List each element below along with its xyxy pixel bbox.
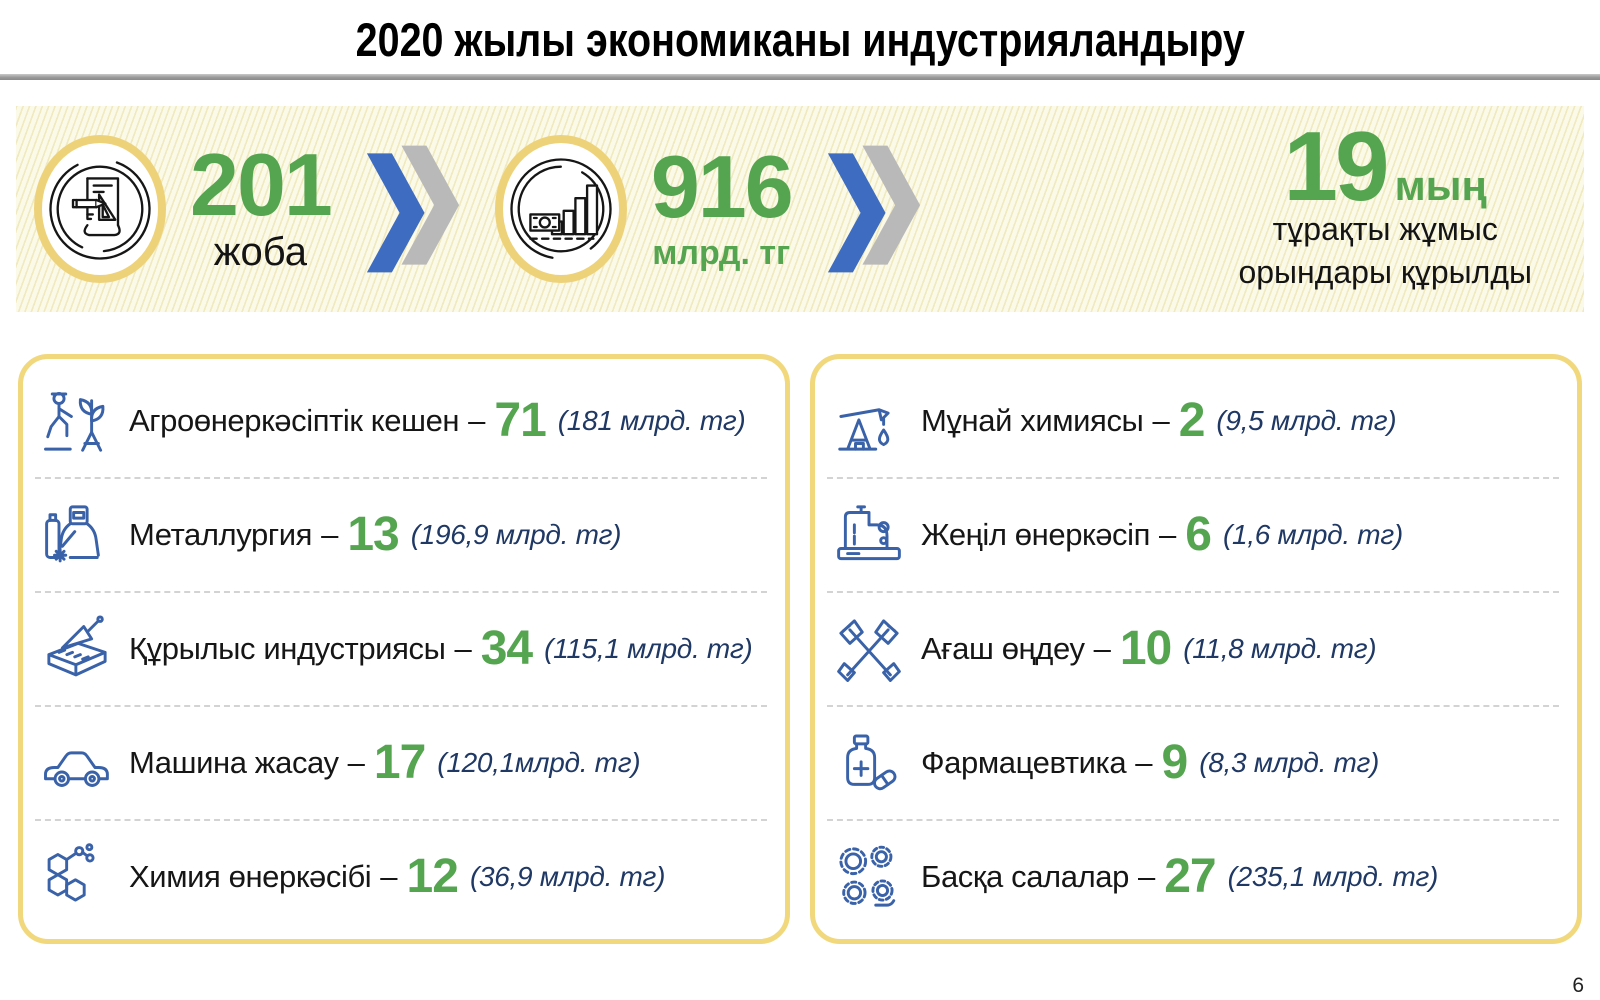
investment-stage: 916 млрд. тг	[650, 136, 794, 274]
left-panel: Агроөнеркәсіптік кешен – 71 (181 млрд. т…	[18, 354, 790, 944]
investment-unit: млрд. тг	[652, 234, 791, 273]
sector-panels: Агроөнеркәсіптік кешен – 71 (181 млрд. т…	[18, 354, 1582, 944]
sector-row-oil-chemistry: Мұнай химиясы – 2 (9,5 млрд. тг)	[827, 365, 1559, 479]
chevron-right-icon	[827, 145, 920, 273]
page-title-text: 2020 жылы экономиканы индустрияландыру	[355, 13, 1245, 66]
dash: –	[454, 631, 472, 666]
sector-amount: (181 млрд. тг)	[557, 405, 746, 436]
chemistry-icon	[41, 841, 113, 913]
investment-amount: 916	[650, 136, 794, 236]
gears-icon	[833, 841, 905, 913]
sector-label: Ағаш өңдеу	[921, 631, 1085, 666]
dash: –	[1093, 631, 1111, 666]
sector-label: Металлургия	[129, 517, 313, 552]
sector-row-wood-processing: Ағаш өңдеу – 10 (11,8 млрд. тг)	[827, 593, 1559, 707]
right-panel: Мұнай химиясы – 2 (9,5 млрд. тг) Же	[810, 354, 1582, 944]
sector-count: 71	[494, 394, 546, 447]
sector-label: Жеңіл өнеркәсіп	[921, 517, 1151, 552]
sector-count: 27	[1164, 850, 1216, 903]
jobs-label-line2: орындары құрылды	[1238, 253, 1532, 290]
blueprint-icon	[49, 158, 151, 260]
sector-label: Мұнай химиясы	[921, 403, 1144, 438]
summary-banner: 201 жоба 916 млрд. тг	[16, 106, 1584, 312]
investment-badge	[494, 135, 627, 283]
machinery-icon	[41, 727, 113, 799]
projects-stage: 201 жоба	[190, 134, 333, 276]
sector-label: Құрылыс индустриясы	[129, 631, 446, 666]
sector-label: Фармацевтика	[921, 745, 1127, 780]
sewing-machine-icon	[833, 499, 905, 571]
sector-amount: (235,1 млрд. тг)	[1227, 861, 1439, 892]
sector-count: 2	[1178, 394, 1206, 447]
projects-label: жоба	[213, 230, 308, 275]
sector-row-light-industry: Жеңіл өнеркәсіп – 6 (1,6 млрд. тг)	[827, 479, 1559, 593]
oil-pump-icon	[833, 385, 905, 457]
sector-count: 10	[1119, 622, 1172, 675]
sector-row-metallurgy: Металлургия – 13 (196,9 млрд. тг)	[35, 479, 767, 593]
page-title: 2020 жылы экономиканы индустрияландыру	[0, 0, 1600, 67]
projects-badge	[34, 135, 166, 283]
sector-count: 6	[1185, 508, 1212, 561]
dash: –	[1152, 403, 1170, 438]
sector-row-agriculture: Агроөнеркәсіптік кешен – 71 (181 млрд. т…	[35, 365, 767, 479]
page-number: 6	[1572, 974, 1584, 997]
sector-amount: (9,5 млрд. тг)	[1216, 405, 1397, 436]
jobs-label-line1: тұрақты жұмыс	[1272, 211, 1498, 248]
sector-amount: (11,8 млрд. тг)	[1183, 633, 1377, 664]
sector-label: Агроөнеркәсіптік кешен	[129, 403, 460, 438]
sector-row-other: Басқа салалар – 27 (235,1 млрд. тг)	[827, 821, 1559, 933]
dash: –	[321, 517, 339, 552]
sector-amount: (196,9 млрд. тг)	[410, 519, 622, 550]
sector-count: 12	[406, 850, 459, 903]
chevron-right-icon	[366, 145, 459, 273]
sector-count: 34	[480, 622, 533, 675]
sector-count: 13	[347, 508, 399, 561]
construction-icon	[41, 613, 113, 685]
dash: –	[1159, 517, 1177, 552]
sector-amount: (36,9 млрд. тг)	[469, 861, 666, 892]
sector-row-pharmaceutics: Фармацевтика – 9 (8,3 млрд. тг)	[827, 707, 1559, 821]
sector-amount: (8,3 млрд. тг)	[1199, 747, 1380, 778]
sector-row-chemistry: Химия өнеркәсібі – 12 (36,9 млрд. тг)	[35, 821, 767, 933]
sector-row-construction: Құрылыс индустриясы – 34 (115,1 млрд. тг…	[35, 593, 767, 707]
jobs-count: 19	[1283, 111, 1390, 222]
sector-count: 9	[1161, 736, 1189, 789]
dash: –	[380, 859, 398, 894]
sector-label: Химия өнеркәсібі	[129, 859, 372, 894]
sector-label: Басқа салалар	[921, 859, 1129, 894]
dash: –	[1137, 859, 1156, 894]
sector-label: Машина жасау	[129, 745, 339, 780]
sector-amount: (115,1 млрд. тг)	[544, 633, 753, 664]
dash: –	[347, 745, 365, 780]
sector-amount: (120,1млрд. тг)	[437, 747, 641, 778]
agriculture-icon	[41, 385, 113, 457]
dash: –	[468, 403, 486, 438]
sector-row-machinery: Машина жасау – 17 (120,1млрд. тг)	[35, 707, 767, 821]
dash: –	[1135, 745, 1153, 780]
jobs-count-unit: мың	[1394, 161, 1487, 209]
metallurgy-icon	[41, 499, 113, 571]
jobs-stage: 19 мың тұрақты жұмыс орындары құрылды	[1238, 111, 1532, 293]
money-growth-icon	[510, 158, 612, 260]
pharmaceutics-icon	[833, 727, 905, 799]
title-divider	[0, 74, 1600, 80]
sector-amount: (1,6 млрд. тг)	[1222, 519, 1403, 550]
projects-count: 201	[190, 134, 333, 234]
wood-processing-icon	[833, 613, 905, 685]
sector-count: 17	[373, 736, 426, 789]
